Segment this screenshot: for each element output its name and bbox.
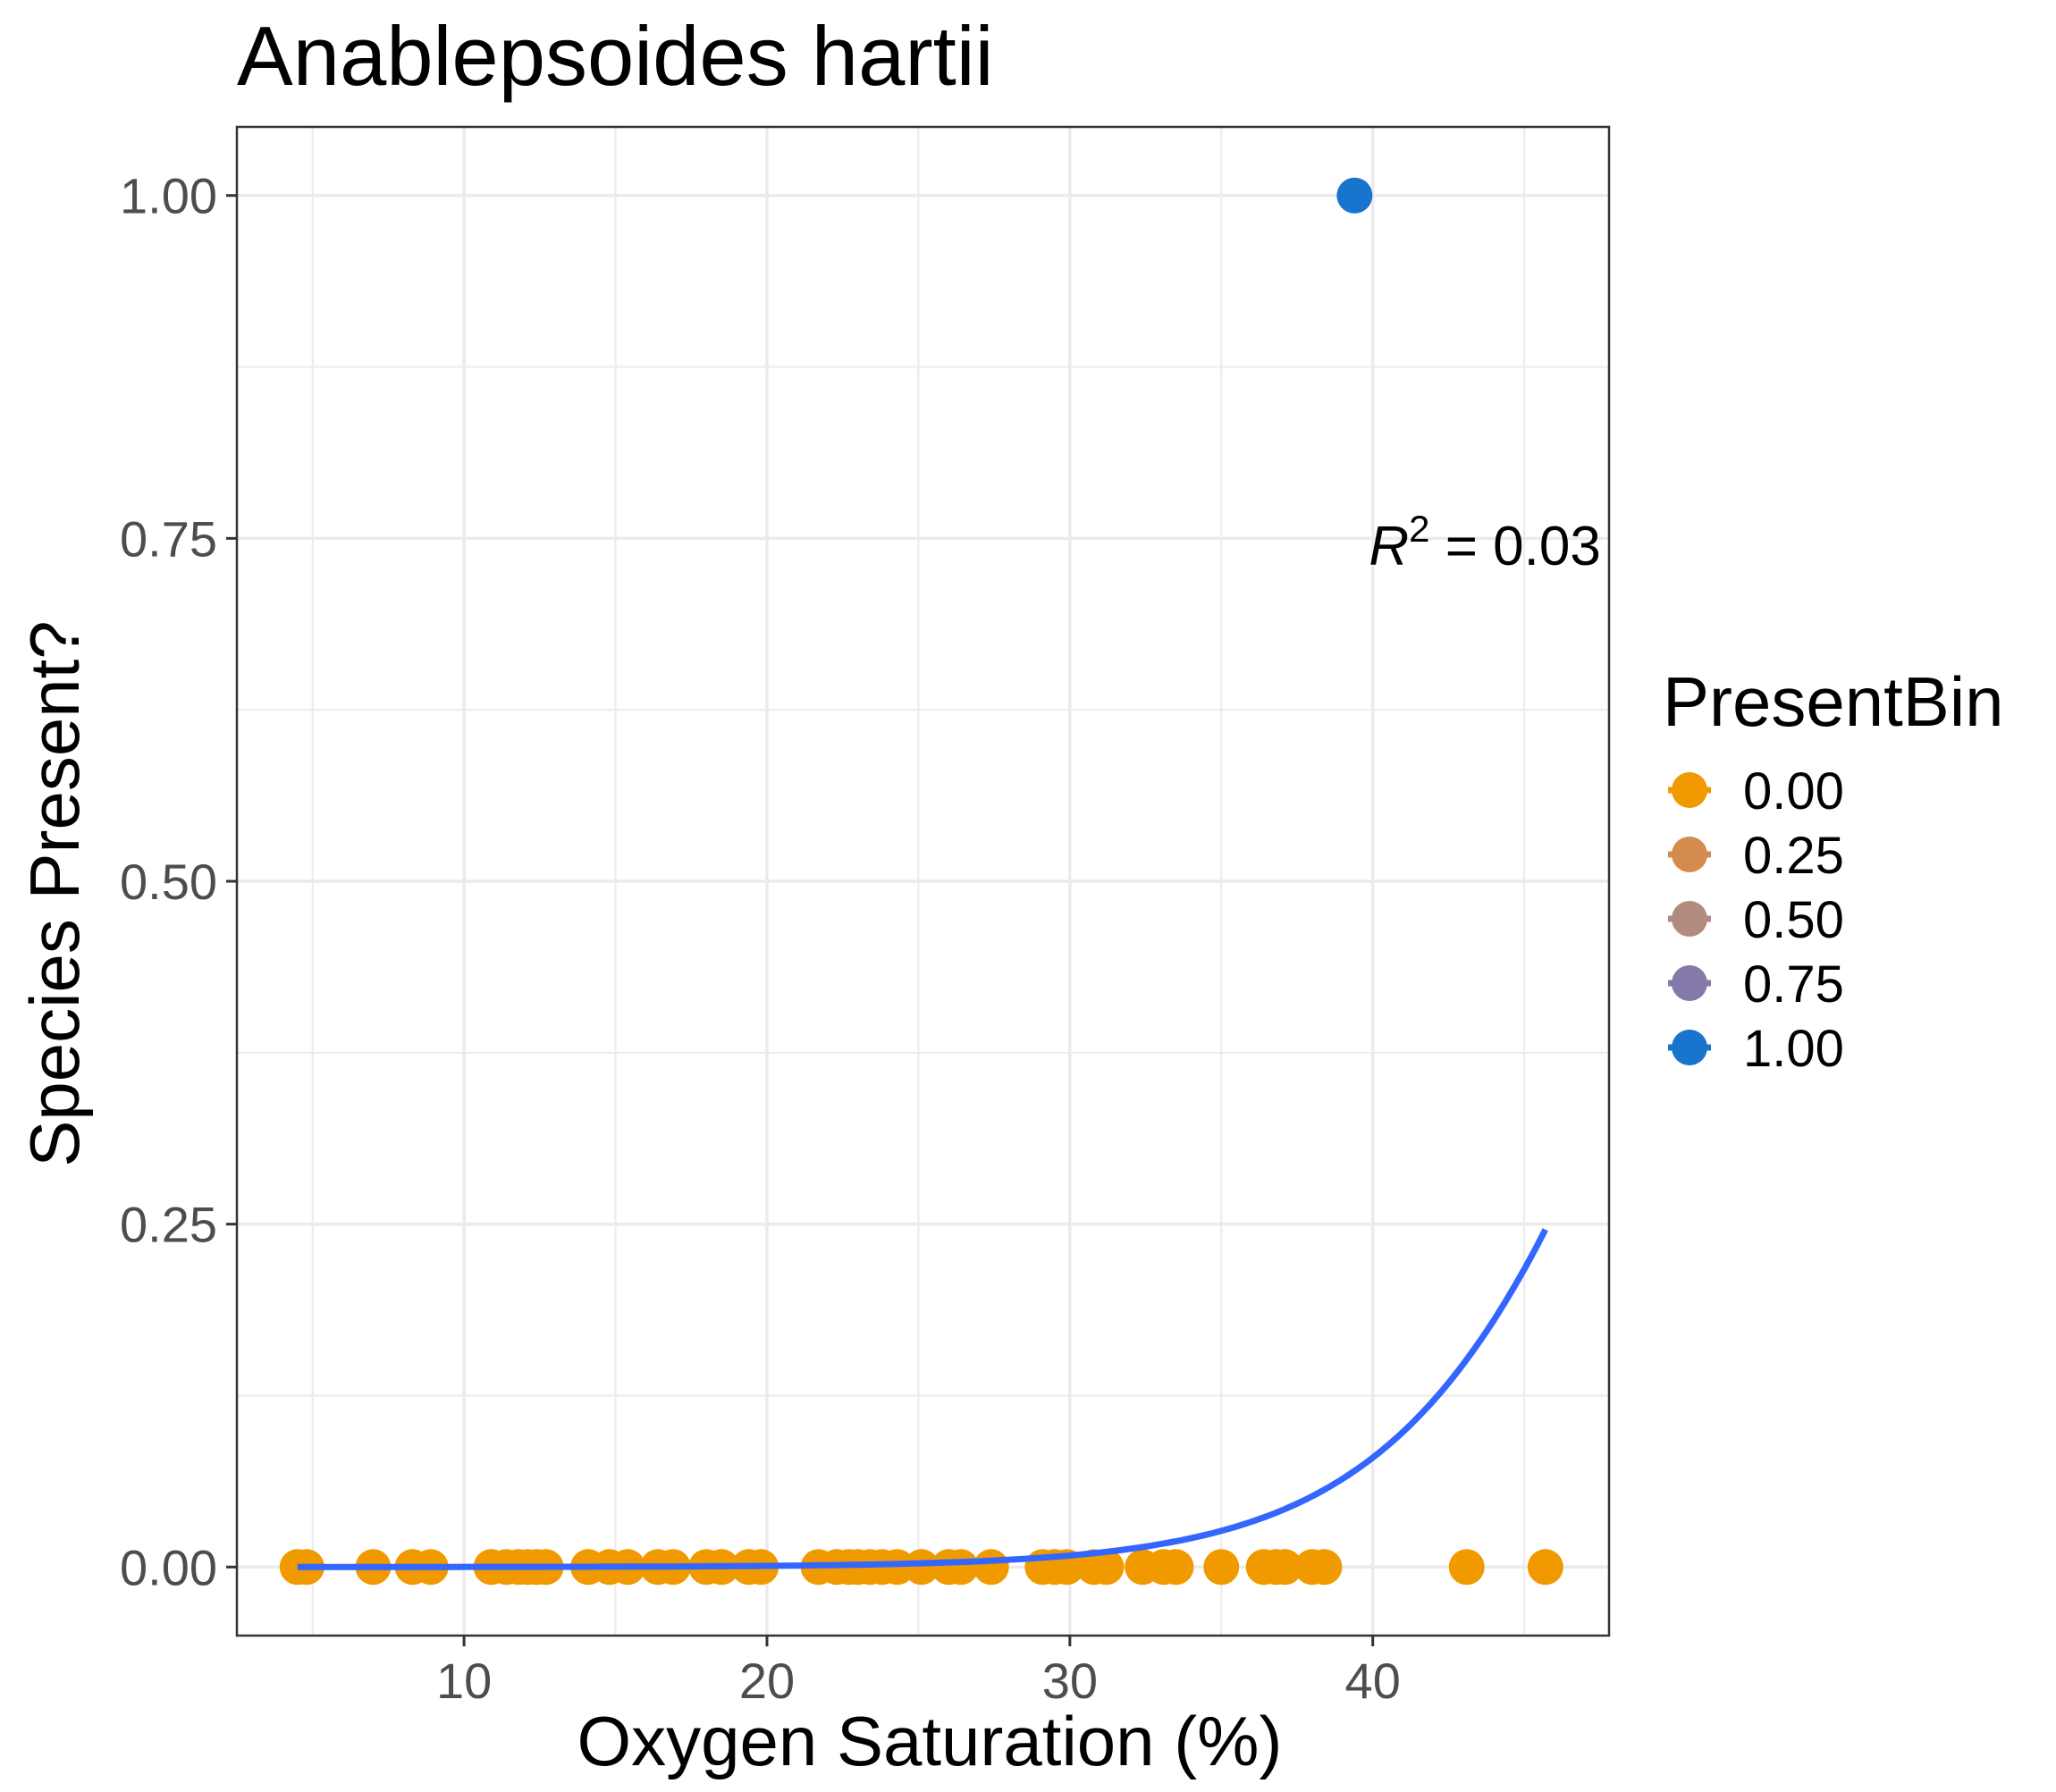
y-tick-label: 0.75 <box>120 510 217 567</box>
y-tick-label: 0.00 <box>120 1539 217 1595</box>
legend-label: 1.00 <box>1743 1020 1844 1078</box>
data-point <box>1336 177 1373 214</box>
data-point <box>1203 1549 1240 1586</box>
legend-item: 0.25 <box>1668 827 1844 885</box>
legend-label: 0.00 <box>1743 762 1844 820</box>
data-point <box>973 1549 1009 1586</box>
r-squared-annotation: R2 = 0.03 <box>1369 508 1600 577</box>
legend-title: PresentBin <box>1663 662 2004 741</box>
legend-item: 0.50 <box>1668 891 1844 949</box>
legend-item: 0.00 <box>1668 762 1844 820</box>
legend-label: 0.75 <box>1743 955 1844 1014</box>
legend-key-point <box>1672 837 1707 872</box>
data-point <box>903 1549 940 1586</box>
legend-key-point <box>1672 772 1707 808</box>
x-tick-label: 10 <box>436 1653 492 1709</box>
x-tick-label: 20 <box>739 1653 795 1709</box>
x-tick-label: 40 <box>1345 1653 1401 1709</box>
legend-key-point <box>1672 965 1707 1001</box>
legend-item: 0.75 <box>1668 955 1844 1014</box>
x-axis-title: Oxygen Saturation (%) <box>577 1702 1282 1780</box>
y-tick-label: 0.25 <box>120 1197 217 1253</box>
data-point <box>1158 1549 1194 1586</box>
legend: PresentBin 0.00 0.25 0.50 0.75 1.00 <box>1663 662 2004 1078</box>
y-tick-label: 0.50 <box>120 854 217 910</box>
data-point <box>1306 1549 1343 1586</box>
data-point <box>1527 1549 1563 1586</box>
data-point <box>942 1549 979 1586</box>
fit-line <box>297 1228 1548 1570</box>
legend-label: 0.50 <box>1743 891 1844 949</box>
legend-key-point <box>1672 1030 1707 1065</box>
chart-title: Anablepsoides hartii <box>237 9 994 103</box>
plot-area: R2 = 0.03 10 20 30 40 0.00 0.25 0.50 0.75 1.00 <box>120 125 1611 1709</box>
legend-label: 0.25 <box>1743 827 1844 885</box>
legend-item: 1.00 <box>1668 1020 1844 1078</box>
data-point <box>1448 1549 1485 1586</box>
data-point <box>1267 1549 1303 1586</box>
x-tick-label: 30 <box>1042 1653 1098 1709</box>
y-axis-title: Species Present? <box>15 620 94 1166</box>
y-tick-label: 1.00 <box>120 168 217 224</box>
legend-key-point <box>1672 901 1707 937</box>
data-point <box>1088 1549 1125 1586</box>
